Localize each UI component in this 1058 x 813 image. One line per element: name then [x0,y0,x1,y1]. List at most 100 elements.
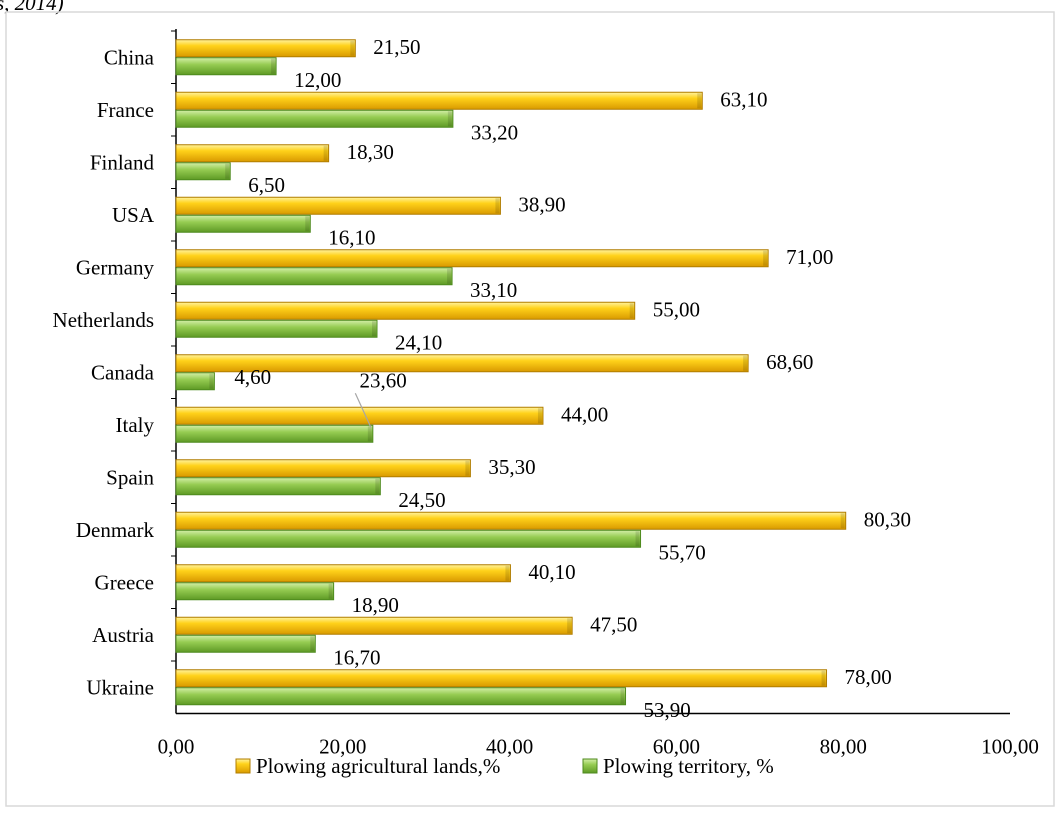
bar-territory [175,267,453,286]
x-tick-label: 80,00 [820,735,867,759]
data-label: 4,60 [234,365,271,389]
legend-label: Plowing agricultural lands,% [256,754,500,778]
category-label: Germany [76,255,155,279]
bar-agricultural [175,511,847,530]
x-tick-label: 40,00 [486,735,533,759]
bar-cap-shade [375,478,380,494]
legend-swatch [582,758,598,774]
data-label: 40,10 [528,560,575,584]
bar-agricultural [175,669,828,688]
bar-agricultural [175,354,749,373]
category-label: Netherlands [53,308,154,332]
bar-cap-shade [620,688,625,704]
bar-agricultural [175,249,769,268]
bar-cap-shade [465,460,470,476]
data-label: 6,50 [248,173,285,197]
data-label: 68,60 [766,350,813,374]
category-label: Greece [95,570,154,594]
bar-territory [175,372,215,391]
bar-territory [175,162,231,181]
bar-territory [175,582,335,601]
data-label: 47,50 [590,612,637,636]
data-label: 53,90 [644,698,691,722]
data-label: 33,10 [470,278,517,302]
category-label: USA [112,203,155,227]
bar-cap-shade [629,303,634,319]
bar-cap-shade [310,636,315,652]
bar-agricultural [175,459,471,478]
data-label: 33,20 [471,120,518,144]
bar-cap-shade [743,355,748,371]
category-label: Ukraine [86,675,154,699]
data-label: 78,00 [845,665,892,689]
bar-agricultural [175,616,573,635]
bar-cap-shade [323,145,328,161]
bar-territory [175,319,378,338]
data-label: 16,10 [328,225,375,249]
bar-cap-shade [840,513,845,529]
data-label: 63,10 [720,87,767,111]
bar-cap-shade [697,93,702,109]
chart-border [5,11,1055,807]
bar-cap-shade [567,618,572,634]
data-label: 24,50 [398,488,445,512]
data-label: 71,00 [786,245,833,269]
bar-agricultural [175,564,511,583]
data-label: 16,70 [333,645,380,669]
data-label: 35,30 [488,455,535,479]
bar-agricultural [175,39,356,58]
bar-cap-shade [447,268,452,284]
bar-agricultural [175,301,636,320]
bar-cap-shade [763,250,768,266]
bar-agricultural [175,406,544,425]
bar-territory [175,109,454,128]
bar-cap-shade [635,531,640,547]
legend-swatch [235,758,251,774]
bar-cap-shade [447,111,452,127]
category-label: Denmark [76,518,155,542]
leader-line [354,393,372,428]
data-label: 18,30 [347,140,394,164]
data-label: 55,00 [653,297,700,321]
bar-territory [175,214,311,233]
data-label: 18,90 [352,593,399,617]
category-label: Italy [116,413,155,437]
x-tick-label: 0,00 [158,735,195,759]
bar-agricultural [175,91,703,110]
bar-agricultural [175,196,501,215]
category-label: Canada [91,360,155,384]
data-label: 80,30 [864,507,911,531]
data-label: 44,00 [561,402,608,426]
x-tick-label: 20,00 [319,735,366,759]
bar-cap-shade [367,426,372,442]
x-tick-label: 60,00 [653,735,700,759]
bar-territory [175,687,627,706]
bar-cap-shade [328,583,333,599]
bar-territory [175,477,381,496]
category-label: Austria [92,623,155,647]
bar-cap-shade [537,408,542,424]
bar-cap-shade [209,373,214,389]
bar-cap-shade [495,198,500,214]
bar-agricultural [175,144,330,163]
bar-cap-shade [371,321,376,337]
bar-cap-shade [821,670,826,686]
bar-cap-shade [305,216,310,232]
bar-cap-shade [271,58,276,74]
category-label: France [97,98,154,122]
bar-cap-shade [350,40,355,56]
bar-territory [175,634,316,653]
category-label: Spain [106,465,154,489]
data-label: 24,10 [395,330,442,354]
data-label: 55,70 [659,540,706,564]
category-label: Finland [90,150,155,174]
bar-cap-shade [225,163,230,179]
data-label: 38,90 [518,192,565,216]
category-label: China [104,45,155,69]
bar-territory [175,57,277,76]
bar-cap-shade [505,565,510,581]
x-tick-label: 100,00 [981,735,1039,759]
data-label: 23,60 [359,368,406,392]
